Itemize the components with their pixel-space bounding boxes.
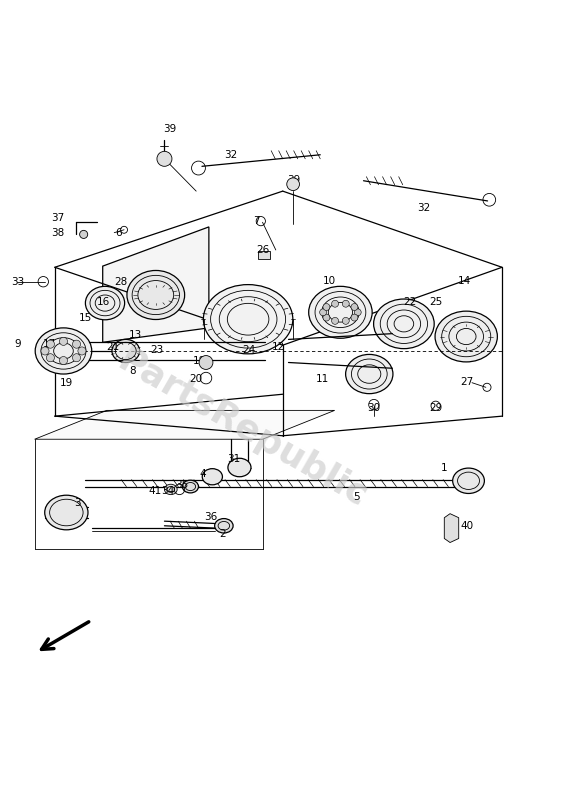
Text: 34: 34	[161, 486, 174, 496]
Text: 19: 19	[60, 378, 73, 388]
Text: 3: 3	[74, 498, 81, 508]
Text: 39: 39	[164, 124, 177, 134]
Ellipse shape	[453, 468, 485, 494]
Text: 41: 41	[148, 486, 161, 496]
Text: 39: 39	[288, 174, 301, 185]
Text: 15: 15	[79, 313, 92, 323]
Circle shape	[80, 230, 88, 238]
Text: 18: 18	[193, 356, 205, 366]
Polygon shape	[35, 410, 335, 439]
Text: 32: 32	[224, 150, 237, 160]
Ellipse shape	[309, 286, 372, 338]
Text: 11: 11	[316, 374, 328, 384]
Bar	[258, 251, 270, 258]
Text: 12: 12	[272, 342, 284, 352]
Text: 36: 36	[204, 512, 217, 522]
Text: 10: 10	[323, 275, 335, 286]
Ellipse shape	[182, 480, 198, 493]
Text: 16: 16	[98, 297, 110, 307]
Circle shape	[320, 309, 327, 316]
Circle shape	[199, 355, 213, 370]
Circle shape	[73, 340, 81, 348]
Circle shape	[59, 357, 68, 365]
Circle shape	[351, 303, 358, 310]
Ellipse shape	[127, 270, 185, 319]
Circle shape	[41, 347, 49, 355]
Text: 6: 6	[115, 228, 122, 238]
Ellipse shape	[346, 354, 393, 394]
Ellipse shape	[35, 328, 92, 374]
Text: 32: 32	[418, 203, 430, 214]
Text: 25: 25	[429, 297, 442, 307]
Polygon shape	[444, 514, 459, 542]
Text: 2: 2	[219, 530, 226, 539]
Text: PartsRepublic: PartsRepublic	[111, 343, 373, 514]
Circle shape	[157, 151, 172, 166]
Text: 40: 40	[461, 521, 474, 530]
Text: 13: 13	[129, 330, 142, 340]
Text: 7: 7	[253, 216, 260, 226]
Ellipse shape	[228, 458, 251, 477]
Circle shape	[332, 300, 339, 307]
Ellipse shape	[203, 285, 293, 354]
Text: 28: 28	[115, 277, 128, 286]
Circle shape	[332, 318, 339, 324]
Circle shape	[342, 300, 349, 307]
Ellipse shape	[373, 299, 434, 349]
Text: 29: 29	[429, 402, 442, 413]
Circle shape	[342, 318, 349, 324]
Text: 26: 26	[256, 245, 269, 255]
Ellipse shape	[45, 495, 88, 530]
Text: 30: 30	[368, 402, 380, 413]
Circle shape	[59, 338, 68, 346]
Text: 5: 5	[353, 492, 360, 502]
Text: 31: 31	[227, 454, 240, 465]
Circle shape	[46, 354, 54, 362]
Ellipse shape	[112, 339, 140, 362]
Text: 1: 1	[441, 463, 448, 473]
Text: 20: 20	[190, 374, 203, 384]
Circle shape	[46, 340, 54, 348]
Circle shape	[323, 303, 330, 310]
Ellipse shape	[85, 286, 125, 320]
Circle shape	[351, 314, 358, 321]
Text: 35: 35	[175, 480, 188, 490]
Text: 23: 23	[151, 345, 163, 355]
Ellipse shape	[435, 311, 497, 362]
Text: 17: 17	[43, 339, 55, 349]
Circle shape	[287, 178, 299, 190]
Text: 14: 14	[458, 275, 471, 286]
Text: 33: 33	[11, 277, 24, 286]
Text: 24: 24	[243, 345, 256, 355]
Ellipse shape	[215, 518, 233, 533]
Text: 37: 37	[51, 214, 64, 223]
Text: 27: 27	[461, 377, 474, 386]
Text: 22: 22	[403, 297, 416, 307]
Polygon shape	[103, 227, 209, 342]
Text: 38: 38	[51, 228, 64, 238]
Text: 21: 21	[106, 342, 119, 352]
Ellipse shape	[164, 484, 177, 494]
Text: 4: 4	[200, 469, 207, 479]
Circle shape	[354, 309, 361, 316]
Text: 8: 8	[129, 366, 136, 376]
Circle shape	[78, 347, 86, 355]
Circle shape	[323, 314, 330, 321]
Text: 9: 9	[14, 339, 21, 349]
Ellipse shape	[202, 469, 222, 485]
Circle shape	[73, 354, 81, 362]
